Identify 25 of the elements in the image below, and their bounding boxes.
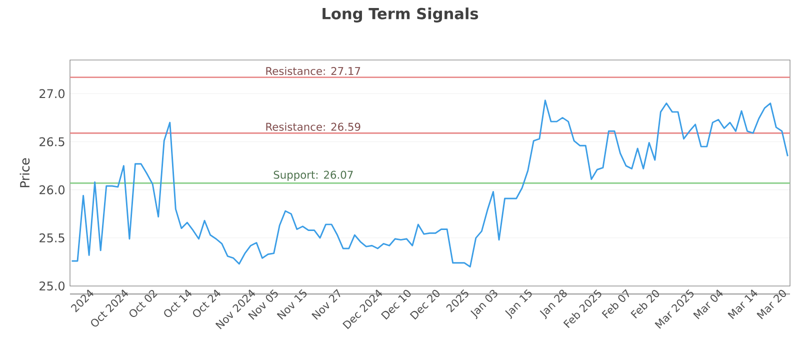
x-tick-label: Jan 15 (505, 289, 532, 320)
x-tick-label: Jan 03 (470, 290, 498, 320)
x-tick-label: Feb 20 (630, 290, 660, 318)
x-tick-label: Jan 28 (540, 290, 567, 320)
x-tick-label: Oct 02 (130, 290, 158, 317)
x-tick-label: Feb 07 (602, 289, 630, 318)
y-tick-label: 26.0 (40, 185, 65, 194)
ref-line-label: Resistance: 26.59 (266, 122, 360, 131)
ref-line-label: Support: 26.07 (274, 170, 353, 181)
x-tick-label: Dec 20 (410, 290, 440, 320)
y-tick-label: 26.5 (40, 137, 64, 146)
x-tick-label: Dec 10 (380, 290, 411, 320)
x-tick-label: Oct 24 (193, 290, 220, 317)
y-tick-label: 25.5 (40, 233, 64, 242)
x-tick-label: Mar 20 (756, 290, 786, 320)
x-tick-label: Oct 14 (164, 290, 192, 317)
ref-line-label: Resistance: 27.17 (266, 66, 360, 76)
y-tick-label: 27.0 (40, 89, 65, 98)
x-tick-label: Mar 14 (728, 289, 758, 320)
y-axis-title: Price (20, 158, 30, 188)
x-tick-label: Mar 04 (693, 290, 723, 320)
chart-title: Long Term Signals (322, 8, 478, 22)
y-tick-label: 25.0 (40, 281, 65, 291)
x-tick-label: Nov 15 (276, 289, 307, 320)
x-tick-label: Nov 27 (312, 288, 340, 320)
